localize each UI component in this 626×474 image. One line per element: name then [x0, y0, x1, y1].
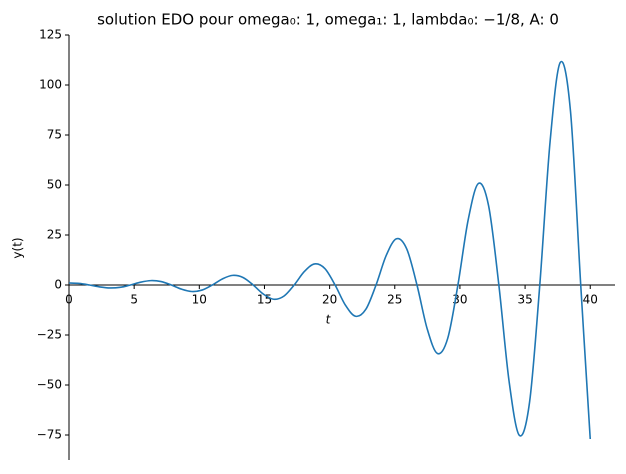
- y-tick-label: −50: [37, 378, 62, 392]
- x-tick-label: 20: [322, 293, 337, 307]
- x-tick-label: 40: [583, 293, 598, 307]
- y-tick-label: 25: [47, 228, 62, 242]
- y-axis-label: y(t): [11, 237, 25, 258]
- y-tick-label: −75: [37, 428, 62, 442]
- x-axis-label: t: [326, 313, 332, 327]
- data-line: [68, 60, 592, 440]
- y-tick-label: 50: [47, 178, 62, 192]
- chart-title: solution EDO pour omega₀: 1, omega₁: 1, …: [97, 11, 559, 29]
- x-tick-label: 10: [192, 293, 207, 307]
- y-tick-label: −25: [37, 328, 62, 342]
- x-tick-label: 25: [387, 293, 402, 307]
- y-tick-label: 125: [39, 28, 62, 42]
- x-tick-label: 0: [65, 293, 73, 307]
- x-tick-label: 5: [130, 293, 138, 307]
- x-tick-label: 35: [517, 293, 532, 307]
- y-tick-label: 0: [54, 278, 62, 292]
- x-tick-label: 15: [257, 293, 272, 307]
- y-tick-label: 75: [47, 128, 62, 142]
- y-tick-label: 100: [39, 78, 62, 92]
